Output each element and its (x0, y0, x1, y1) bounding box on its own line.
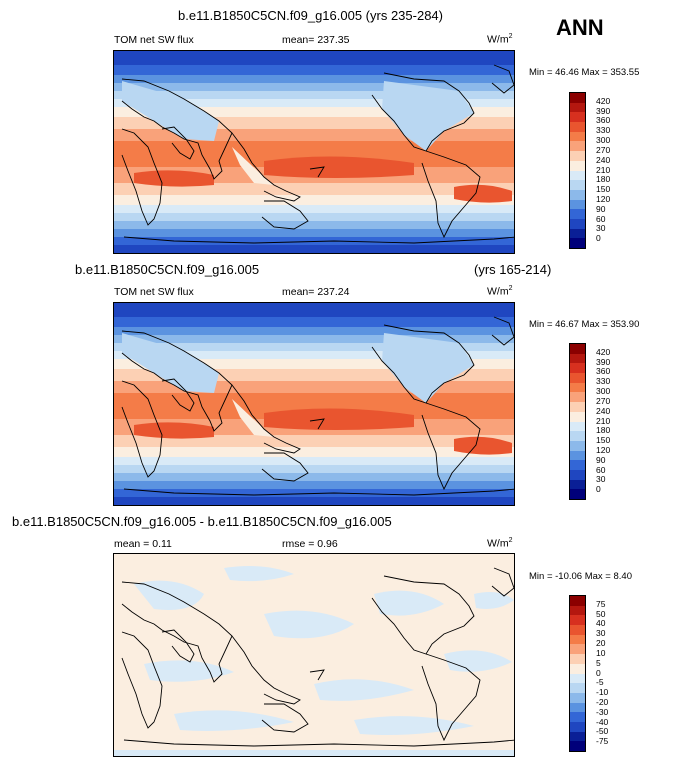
colorbar-tick-label: 420 (596, 346, 611, 357)
panel2-title-years: (yrs 165-214) (474, 262, 552, 277)
panel3-minmax: Min = -10.06 Max = 8.40 (529, 571, 632, 582)
panel1-map-field (114, 51, 514, 253)
colorbar-tick-label: 30 (596, 628, 606, 639)
colorbar-tick-label: -20 (596, 696, 609, 707)
colorbar-tick-label: 330 (596, 376, 611, 387)
panel3-map-field (114, 554, 514, 756)
colorbar-tick-label: 270 (596, 144, 611, 155)
colorbar-tick-label: 240 (596, 405, 611, 416)
colorbar-tick-label: 240 (596, 154, 611, 165)
colorbar-tick-label: -10 (596, 687, 609, 698)
panel1-units: W/m2 (487, 33, 513, 46)
colorbar-tick-label: 360 (596, 115, 611, 126)
panel2-units: W/m2 (487, 285, 513, 298)
colorbar-tick-label: 0 (596, 484, 601, 495)
colorbar-tick-label: 40 (596, 618, 606, 629)
colorbar-tick-label: 330 (596, 125, 611, 136)
panel1-minmax: Min = 46.46 Max = 353.55 (529, 67, 640, 78)
panel2-variable: TOM net SW flux (114, 286, 194, 298)
panel1-map (113, 50, 515, 254)
colorbar-tick-label: 0 (596, 233, 601, 244)
colorbar-tick-label: 270 (596, 395, 611, 406)
panel3-map (113, 553, 515, 757)
panel3-colorbar (569, 595, 586, 752)
panel2-mean: mean= 237.24 (282, 286, 350, 298)
colorbar-tick-label: 210 (596, 415, 611, 426)
colorbar-tick-label: 90 (596, 454, 606, 465)
colorbar-tick-label: -75 (596, 736, 609, 747)
colorbar-tick-label: 150 (596, 184, 611, 195)
colorbar-tick-label: 210 (596, 164, 611, 175)
panel2-minmax: Min = 46.67 Max = 353.90 (529, 319, 640, 330)
colorbar-tick-label: 50 (596, 608, 606, 619)
colorbar-tick-label: 180 (596, 174, 611, 185)
colorbar-tick-label: 390 (596, 105, 611, 116)
colorbar-tick-label: 75 (596, 598, 606, 609)
colorbar-tick-label: 360 (596, 366, 611, 377)
colorbar-tick-label: 390 (596, 356, 611, 367)
colorbar-tick-label: 20 (596, 638, 606, 649)
panel3-mean: mean = 0.11 (114, 538, 172, 550)
panel2-map (113, 302, 515, 506)
panel2-map-field (114, 303, 514, 505)
colorbar-tick-label: 60 (596, 213, 606, 224)
colorbar-tick-label: -50 (596, 726, 609, 737)
colorbar-tick-label: 60 (596, 464, 606, 475)
colorbar-tick-label: -5 (596, 677, 604, 688)
panel3-units: W/m2 (487, 537, 513, 550)
panel3-title: b.e11.B1850C5CN.f09_g16.005 - b.e11.B185… (12, 514, 392, 529)
colorbar-tick-label: 150 (596, 435, 611, 446)
colorbar-tick-label: 120 (596, 193, 611, 204)
colorbar-tick-label: 90 (596, 203, 606, 214)
panel1-variable: TOM net SW flux (114, 34, 194, 46)
colorbar-tick-label: 30 (596, 223, 606, 234)
colorbar-tick-label: -30 (596, 706, 609, 717)
colorbar-tick-label: -40 (596, 716, 609, 727)
colorbar-tick-label: 180 (596, 425, 611, 436)
panel2-colorbar (569, 343, 586, 500)
colorbar-tick-label: 420 (596, 95, 611, 106)
panel1-mean: mean= 237.35 (282, 34, 350, 46)
panel2-title: b.e11.B1850C5CN.f09_g16.005 (75, 262, 260, 277)
colorbar-tick-label: 300 (596, 135, 611, 146)
colorbar-tick-label: 300 (596, 386, 611, 397)
colorbar-tick-label: 5 (596, 657, 601, 668)
panel1-colorbar (569, 92, 586, 249)
colorbar-tick-label: 120 (596, 444, 611, 455)
colorbar-tick-label: 30 (596, 474, 606, 485)
panel1-title: b.e11.B1850C5CN.f09_g16.005 (yrs 235-284… (178, 8, 443, 23)
season-label: ANN (556, 15, 604, 40)
panel3-rmse: rmse = 0.96 (282, 538, 338, 550)
colorbar-tick-label: 10 (596, 647, 606, 658)
colorbar-tick-label: 0 (596, 667, 601, 678)
